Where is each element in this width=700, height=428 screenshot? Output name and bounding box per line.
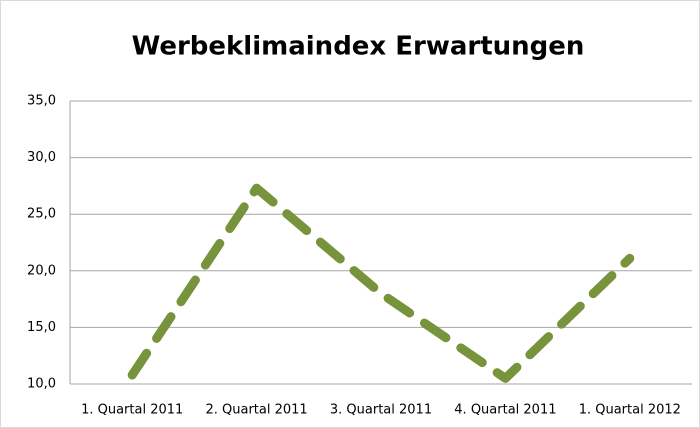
x-tick-label: 2. Quartal 2011 [205, 403, 307, 418]
x-tick-label: 4. Quartal 2011 [454, 403, 556, 418]
chart-title: Werbeklimaindex Erwartungen [132, 32, 585, 62]
y-tick-label: 10,0 [27, 377, 56, 392]
x-tick-label: 1. Quartal 2011 [81, 403, 183, 418]
data-line [127, 183, 635, 383]
y-tick-label: 30,0 [27, 150, 56, 165]
y-tick-label: 20,0 [27, 263, 56, 278]
y-tick-label: 35,0 [27, 94, 56, 109]
y-tick-label: 25,0 [27, 207, 56, 222]
x-tick-label: 3. Quartal 2011 [330, 403, 432, 418]
y-tick-label: 15,0 [27, 320, 56, 335]
x-tick-label: 1. Quartal 2012 [579, 403, 681, 418]
